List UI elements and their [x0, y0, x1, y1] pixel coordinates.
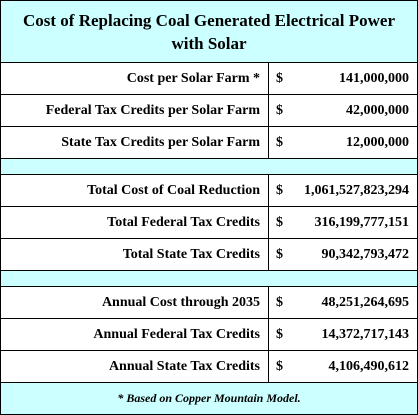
currency-sign: $ [276, 294, 283, 310]
currency-sign: $ [276, 70, 283, 86]
currency-sign: $ [276, 134, 283, 150]
row-amount: 90,342,793,472 [321, 246, 410, 262]
currency-sign: $ [276, 102, 283, 118]
row-label: Annual State Tax Credits [1, 351, 269, 382]
currency-sign: $ [276, 358, 283, 374]
currency-sign: $ [276, 326, 283, 342]
row-amount: 141,000,000 [339, 70, 409, 86]
row-label: Total Cost of Coal Reduction [1, 175, 269, 206]
table-row: Total Cost of Coal Reduction $1,061,527,8… [1, 174, 417, 206]
table-title: Cost of Replacing Coal Generated Electri… [22, 10, 396, 53]
currency-sign: $ [276, 246, 283, 262]
row-amount: 12,000,000 [346, 134, 409, 150]
currency-sign: $ [276, 182, 283, 198]
row-label: Total Federal Tax Credits [1, 207, 269, 238]
table-row: Annual Cost through 2035 $48,251,264,695 [1, 286, 417, 318]
section-spacer [1, 270, 417, 286]
row-label: State Tax Credits per Solar Farm [1, 127, 269, 158]
table-row: Total State Tax Credits $90,342,793,472 [1, 238, 417, 270]
footnote: * Based on Copper Mountain Model. [1, 382, 417, 414]
currency-sign: $ [276, 214, 283, 230]
row-label: Cost per Solar Farm * [1, 63, 269, 94]
row-amount: 4,106,490,612 [328, 358, 410, 374]
row-amount: 1,061,527,823,294 [304, 182, 409, 198]
table-row: Annual Federal Tax Credits $14,372,717,14… [1, 318, 417, 350]
row-amount: 48,251,264,695 [321, 294, 410, 310]
table-row: Total Federal Tax Credits $316,199,777,15… [1, 206, 417, 238]
row-label: Annual Federal Tax Credits [1, 319, 269, 350]
row-amount: 42,000,000 [346, 102, 409, 118]
table-row: State Tax Credits per Solar Farm $12,000,… [1, 126, 417, 158]
row-label: Annual Cost through 2035 [1, 287, 269, 318]
row-label: Federal Tax Credits per Solar Farm [1, 95, 269, 126]
table-row: Cost per Solar Farm * $141,000,000 [1, 62, 417, 94]
row-amount: 316,199,777,151 [314, 214, 410, 230]
section-spacer [1, 158, 417, 174]
table-row: Federal Tax Credits per Solar Farm $42,00… [1, 94, 417, 126]
row-label: Total State Tax Credits [1, 239, 269, 270]
row-amount: 14,372,717,143 [321, 326, 410, 342]
table-row: Annual State Tax Credits $4,106,490,612 [1, 350, 417, 382]
